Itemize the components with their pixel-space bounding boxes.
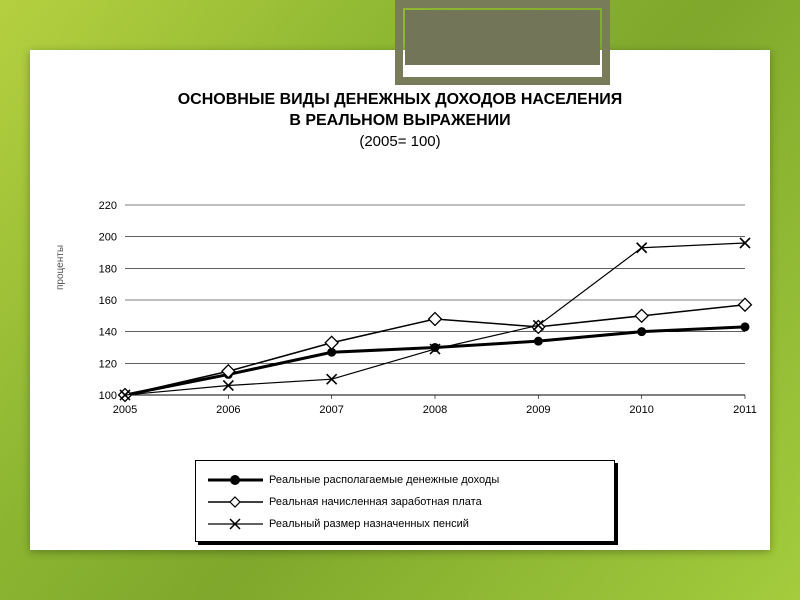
svg-text:160: 160 bbox=[99, 295, 117, 307]
title-line1: ОСНОВНЫЕ ВИДЫ ДЕНЕЖНЫХ ДОХОДОВ НАСЕЛЕНИЯ bbox=[30, 90, 770, 111]
legend-swatch-diamond bbox=[208, 491, 263, 513]
svg-text:100: 100 bbox=[99, 390, 117, 402]
decor-fill bbox=[405, 10, 600, 65]
line-chart: 100 120 140 160 180 200 220 2005 2006 2007 2008 200… bbox=[80, 200, 760, 440]
legend-label: Реальные располагаемые денежные доходы bbox=[263, 474, 499, 486]
svg-text:2007: 2007 bbox=[319, 404, 343, 416]
svg-text:2008: 2008 bbox=[423, 404, 447, 416]
legend-swatch-x bbox=[208, 513, 263, 535]
svg-text:200: 200 bbox=[99, 232, 117, 244]
svg-text:2006: 2006 bbox=[216, 404, 240, 416]
y-axis-label: проценты bbox=[55, 245, 66, 290]
title-line3: (2005= 100) bbox=[30, 132, 770, 152]
svg-text:2009: 2009 bbox=[526, 404, 550, 416]
legend-item: Реальная начисленная заработная плата bbox=[208, 491, 602, 513]
legend-label: Реальный размер назначенных пенсий bbox=[263, 518, 469, 530]
svg-text:120: 120 bbox=[99, 358, 117, 370]
legend-item: Реальные располагаемые денежные доходы bbox=[208, 469, 602, 491]
content-panel: ОСНОВНЫЕ ВИДЫ ДЕНЕЖНЫХ ДОХОДОВ НАСЕЛЕНИЯ… bbox=[30, 50, 770, 550]
svg-text:2011: 2011 bbox=[733, 404, 757, 416]
svg-text:220: 220 bbox=[99, 200, 117, 212]
slide-background: ОСНОВНЫЕ ВИДЫ ДЕНЕЖНЫХ ДОХОДОВ НАСЕЛЕНИЯ… bbox=[0, 0, 800, 600]
svg-text:2010: 2010 bbox=[629, 404, 653, 416]
legend-swatch-circle bbox=[208, 469, 263, 491]
chart-area: 100 120 140 160 180 200 220 2005 2006 2007 2008 200… bbox=[80, 200, 760, 420]
svg-text:2005: 2005 bbox=[113, 404, 137, 416]
legend-box: Реальные располагаемые денежные доходы Р… bbox=[195, 460, 615, 542]
title-line2: В РЕАЛЬНОМ ВЫРАЖЕНИИ bbox=[30, 111, 770, 132]
legend-item: Реальный размер назначенных пенсий bbox=[208, 513, 602, 535]
svg-text:180: 180 bbox=[99, 263, 117, 275]
svg-text:140: 140 bbox=[99, 327, 117, 339]
legend-label: Реальная начисленная заработная плата bbox=[263, 496, 482, 508]
